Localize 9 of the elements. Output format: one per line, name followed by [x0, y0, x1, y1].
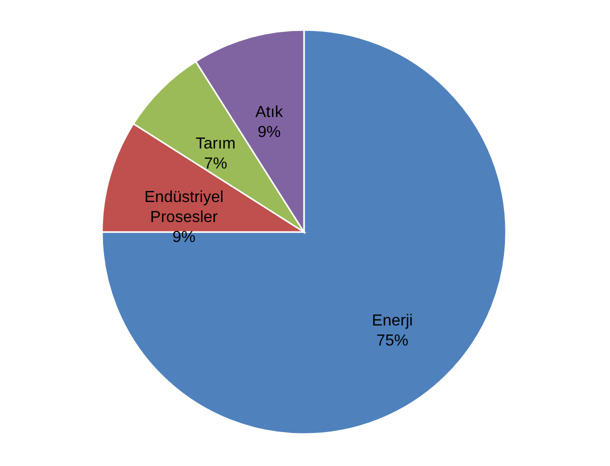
data-label: 75%	[376, 332, 408, 350]
slice-label: Tarım	[196, 136, 236, 153]
data-label: 9%	[258, 124, 281, 141]
slice-label: Atık	[255, 104, 284, 121]
data-label: 7%	[204, 156, 228, 173]
pie-slice	[101, 29, 507, 435]
data-label: 9%	[172, 229, 196, 246]
slice-label: Enerji	[372, 312, 413, 330]
slice-label: Endüstriyel Prosesler	[144, 189, 224, 226]
